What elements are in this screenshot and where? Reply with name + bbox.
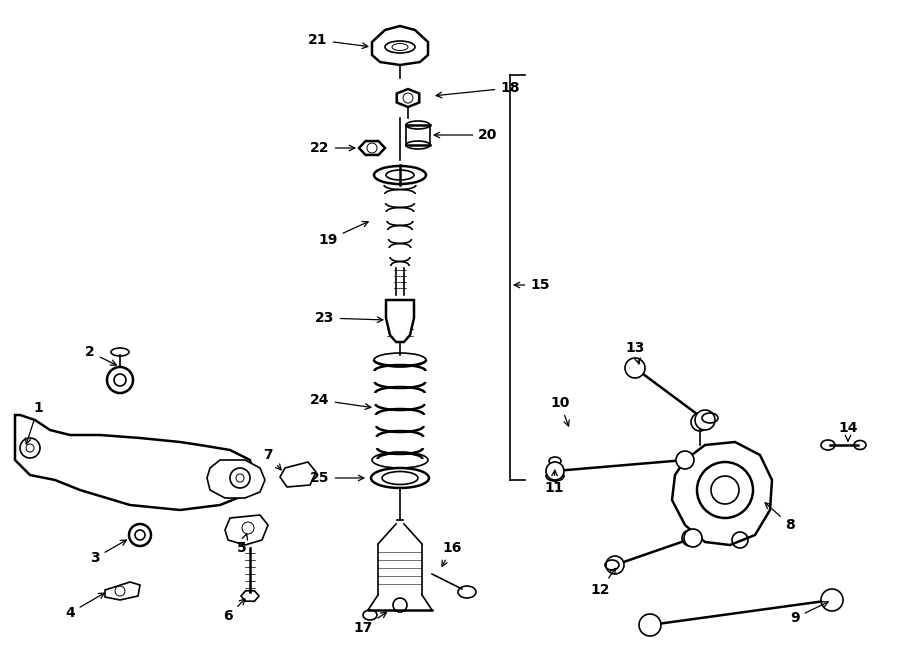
Text: 14: 14 (838, 421, 858, 441)
Polygon shape (15, 415, 255, 510)
Polygon shape (359, 141, 385, 155)
Text: 25: 25 (310, 471, 364, 485)
Polygon shape (372, 26, 428, 65)
Text: 20: 20 (434, 128, 498, 142)
Polygon shape (397, 89, 419, 107)
Text: 12: 12 (590, 568, 616, 597)
Circle shape (695, 410, 715, 430)
Circle shape (639, 614, 661, 636)
Text: 1: 1 (25, 401, 43, 444)
Text: 24: 24 (310, 393, 371, 409)
Polygon shape (280, 462, 316, 487)
Circle shape (821, 589, 843, 611)
Text: 18: 18 (436, 81, 520, 98)
Text: 2: 2 (86, 345, 116, 365)
Polygon shape (225, 515, 268, 545)
Text: 6: 6 (223, 599, 245, 623)
Circle shape (606, 556, 624, 574)
Text: 7: 7 (263, 448, 281, 470)
Polygon shape (207, 460, 265, 498)
Circle shape (676, 451, 694, 469)
Text: 9: 9 (790, 602, 828, 625)
Text: 5: 5 (237, 534, 248, 555)
Text: 4: 4 (65, 593, 104, 620)
Text: 16: 16 (442, 541, 462, 566)
Circle shape (684, 529, 702, 547)
Polygon shape (386, 300, 414, 342)
Circle shape (129, 524, 151, 546)
Polygon shape (672, 442, 772, 545)
Text: 13: 13 (626, 341, 644, 364)
Text: 21: 21 (308, 33, 368, 48)
Text: 11: 11 (544, 470, 563, 495)
Text: 22: 22 (310, 141, 355, 155)
Text: 3: 3 (90, 540, 126, 565)
Text: 23: 23 (315, 311, 382, 325)
Circle shape (625, 358, 645, 378)
Text: 17: 17 (354, 612, 386, 635)
Polygon shape (105, 582, 140, 600)
Text: 8: 8 (765, 503, 795, 532)
Text: 19: 19 (319, 221, 368, 247)
Text: 15: 15 (514, 278, 550, 292)
Circle shape (546, 462, 564, 480)
Circle shape (107, 367, 133, 393)
Text: 10: 10 (550, 396, 570, 426)
